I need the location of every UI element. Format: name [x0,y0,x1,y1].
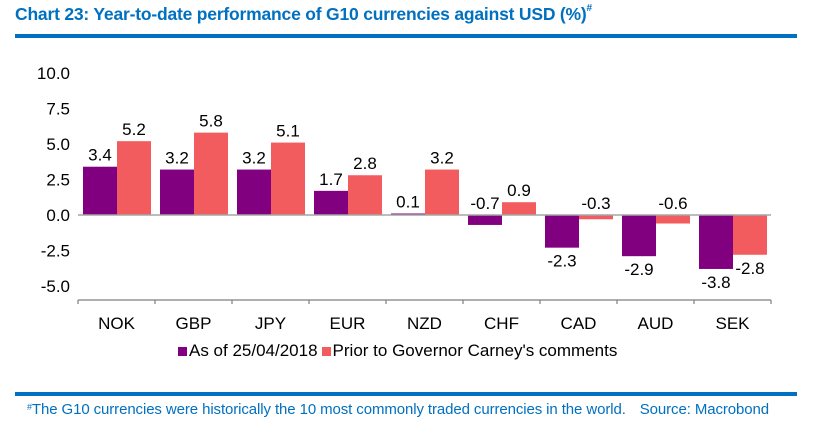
x-tick-label: CHF [484,314,519,333]
legend-item-prior: Prior to Governor Carney's comments [321,341,618,361]
x-tick-label: GBP [176,314,212,333]
data-label: 5.2 [122,120,146,139]
data-label: -0.3 [581,194,610,213]
title-divider [15,34,797,38]
x-tick-label: SEK [715,314,750,333]
bar-prior-nzd [425,169,459,215]
title-footnote-marker: # [586,3,593,14]
y-tick-label: -5.0 [41,277,70,296]
bar-as-of-gbp [160,169,194,215]
bar-prior-chf [502,202,536,215]
x-axis: NOK GBP JPY EUR NZD CHF CAD AUD SEK [77,299,772,333]
bar-as-of-jpy [237,169,271,215]
legend-swatch-purple [178,346,187,356]
bar-prior-eur [348,175,382,215]
legend-item-as-of: As of 25/04/2018 [178,341,318,361]
footnote-marker: # [27,402,32,412]
y-tick-label: 10.0 [37,64,70,83]
y-tick-label: 2.5 [46,171,70,190]
bar-as-of-aud [622,215,656,257]
bar-prior-jpy [271,142,305,215]
data-label: 3.2 [165,149,189,168]
x-tick-label: JPY [255,314,286,333]
bar-prior-gbp [194,132,228,215]
data-label: -2.8 [735,259,764,278]
bar-as-of-nok [83,166,117,215]
y-tick-label: -2.5 [41,242,70,261]
data-label: -0.7 [470,194,499,213]
bar-prior-nok [117,141,151,215]
x-tick-label: NOK [98,314,136,333]
chart-title: Chart 23: Year-to-date performance of G1… [15,3,593,25]
x-tick-label: CAD [561,314,597,333]
y-tick-label: 7.5 [46,100,70,119]
bar-prior-aud [656,215,690,224]
bar-as-of-cad [545,215,579,248]
footnote: #The G10 currencies were historically th… [27,401,769,418]
legend: As of 25/04/2018 Prior to Governor Carne… [178,341,621,361]
data-labels: 3.4 3.2 3.2 1.7 0.1 -0.7 -2.3 -2.9 -3.8 5.2 5.8 5.1… [88,112,764,292]
data-label: 3.2 [242,149,266,168]
data-label: -3.8 [701,273,730,292]
data-label: -0.6 [658,194,687,213]
data-label: 0.1 [396,193,420,212]
y-axis-ticks: 10.0 7.5 5.0 2.5 0.0 -2.5 -5.0 [37,64,70,296]
data-label: 2.8 [353,154,377,173]
chart-title-text: Chart 23: Year-to-date performance of G1… [15,4,587,24]
data-label: -2.3 [547,252,576,271]
bar-prior-sek [733,215,767,255]
footer-divider [15,392,797,396]
legend-label: As of 25/04/2018 [189,341,318,360]
data-label: -2.9 [624,260,653,279]
x-tick-label: EUR [330,314,366,333]
data-label: 5.8 [199,112,223,131]
bar-as-of-sek [699,215,733,269]
y-tick-label: 5.0 [46,135,70,154]
x-tick-label: AUD [638,314,674,333]
data-label: 0.9 [507,181,531,200]
bar-as-of-eur [314,190,348,215]
footnote-text: The G10 currencies were historically the… [31,401,626,418]
data-label: 3.4 [88,146,112,165]
bars [83,132,767,269]
legend-label: Prior to Governor Carney's comments [332,341,618,360]
bar-prior-cad [579,215,613,220]
legend-swatch-pink [321,346,331,356]
source-text: Source: Macrobond [639,401,769,418]
data-label: 5.1 [276,122,300,141]
y-tick-label: 0.0 [46,206,70,225]
data-label: 1.7 [319,170,343,189]
bar-chart: 10.0 7.5 5.0 2.5 0.0 -2.5 -5.0 NOK GBP JPY EUR NZD… [37,64,772,333]
data-label: 3.2 [430,149,454,168]
x-tick-label: NZD [407,314,442,333]
bar-as-of-chf [468,215,502,225]
